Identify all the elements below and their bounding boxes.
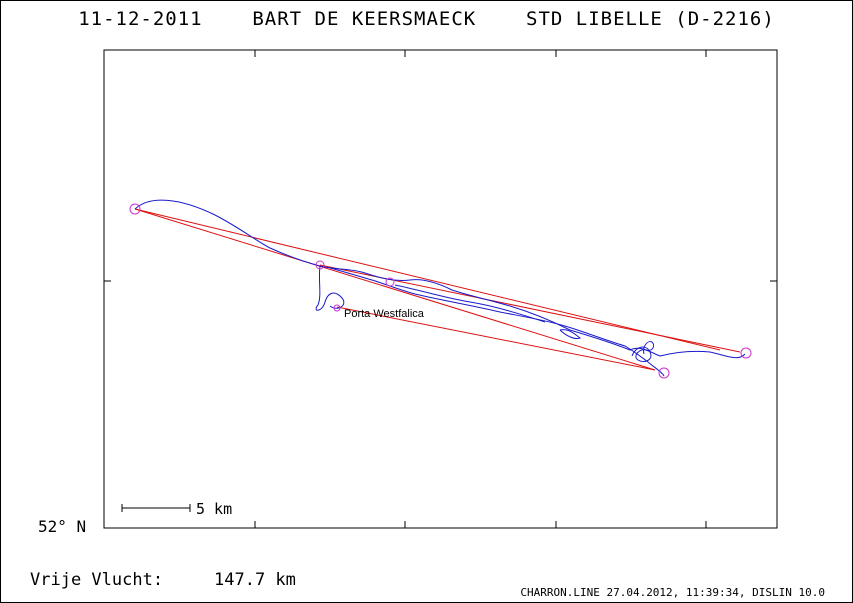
track-path (559, 329, 581, 339)
pilot-name: BART DE KEERSMAECK (252, 8, 477, 30)
turnpoints (129, 203, 752, 379)
track-path (329, 267, 665, 377)
turnpoint-marker (129, 203, 141, 215)
map-frame (103, 49, 778, 529)
track-path (631, 341, 655, 363)
track-path (394, 284, 546, 323)
turnpoint-marker (315, 260, 325, 270)
flight-date: 11-12-2011 (78, 8, 203, 30)
scale-bar-label: 5 km (196, 500, 232, 518)
turnpoint-marker (740, 347, 752, 359)
task-lines (134, 208, 741, 371)
waypoint-label: Porta Westfalica (344, 308, 425, 320)
task-leg (134, 208, 721, 351)
latitude-label: 52° N (38, 517, 86, 536)
turnpoint-marker (658, 367, 670, 379)
axis-ticks (104, 50, 777, 528)
track-path (134, 199, 746, 359)
summary-label: Vrije Vlucht: (30, 570, 164, 590)
footer-credit: CHARRON.LINE 27.04.2012, 11:39:34, DISLI… (520, 586, 825, 599)
task-leg (134, 208, 656, 371)
glider-name: STD LIBELLE (D-2216) (526, 8, 775, 30)
track-path (315, 265, 345, 311)
summary-distance: 147.7 km (214, 570, 296, 590)
flight-track (134, 199, 746, 377)
turnpoint-marker (333, 304, 341, 312)
turnpoint-marker (385, 277, 395, 287)
scale-bar (121, 504, 191, 512)
task-leg (336, 306, 656, 371)
flight-title: 11-12-2011 BART DE KEERSMAECK STD LIBELL… (0, 8, 853, 30)
